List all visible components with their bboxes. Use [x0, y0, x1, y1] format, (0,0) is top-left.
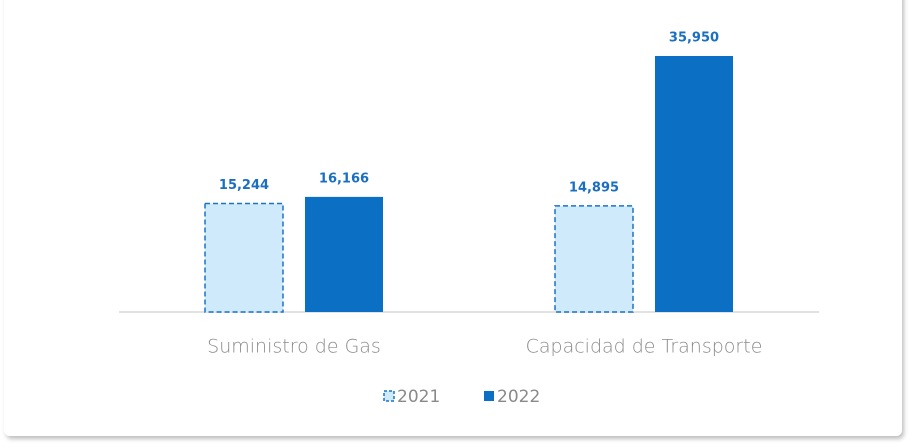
data-label: 35,950: [669, 31, 719, 46]
legend-swatch: [484, 391, 494, 401]
legend-label: 2021: [397, 387, 440, 407]
data-label: 15,244: [219, 178, 269, 193]
bar: [204, 202, 284, 313]
bar: [655, 56, 733, 312]
bar: [554, 205, 634, 313]
bar: [305, 196, 383, 312]
legend-swatch: [383, 390, 395, 402]
x-tick-label: Suministro de Gas: [207, 336, 381, 358]
data-label: 16,166: [319, 171, 369, 186]
data-label: 14,895: [569, 180, 619, 195]
x-tick-label: Capacidad de Transporte: [526, 336, 763, 358]
card: [4, 0, 902, 436]
legend-label: 2022: [497, 387, 540, 407]
